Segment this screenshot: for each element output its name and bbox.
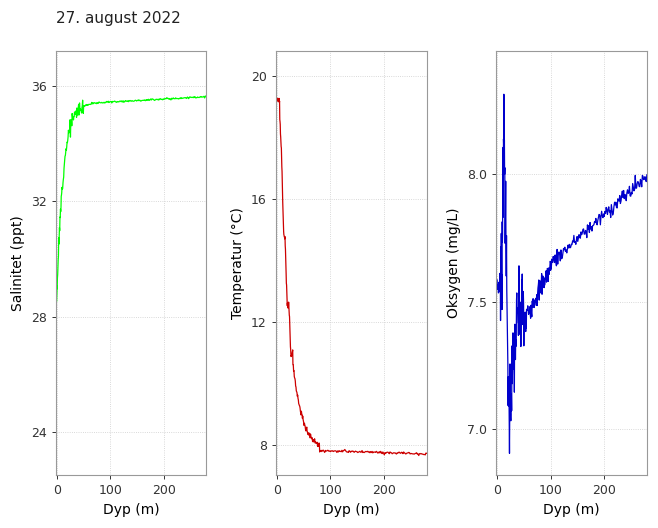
Y-axis label: Temperatur (°C): Temperatur (°C) xyxy=(232,208,245,319)
X-axis label: Dyp (m): Dyp (m) xyxy=(323,503,380,517)
X-axis label: Dyp (m): Dyp (m) xyxy=(103,503,159,517)
X-axis label: Dyp (m): Dyp (m) xyxy=(543,503,600,517)
Text: 27. august 2022: 27. august 2022 xyxy=(55,11,180,26)
Y-axis label: Salinitet (ppt): Salinitet (ppt) xyxy=(11,215,25,311)
Y-axis label: Oksygen (mg/L): Oksygen (mg/L) xyxy=(447,208,461,318)
